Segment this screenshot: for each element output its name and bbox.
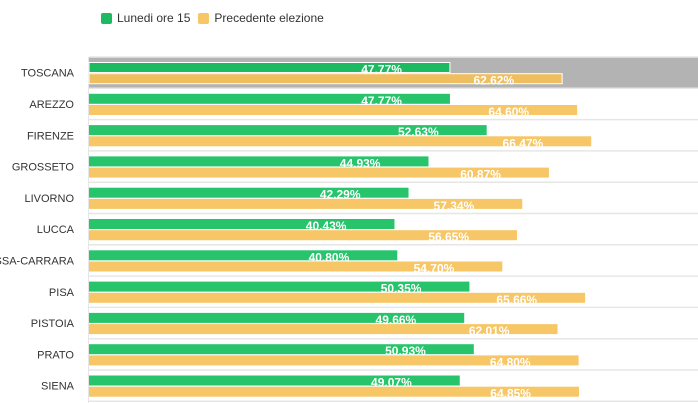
bar-previous[interactable] bbox=[89, 324, 558, 335]
value-label-current: 42.29% bbox=[320, 188, 361, 202]
bar-current[interactable] bbox=[89, 187, 409, 198]
category-label: GROSSETO bbox=[12, 162, 75, 174]
bar-previous[interactable] bbox=[89, 230, 518, 241]
legend-item-current[interactable]: Lunedi ore 15 bbox=[101, 11, 190, 25]
value-label-current: 50.35% bbox=[381, 282, 422, 296]
bar-previous[interactable] bbox=[89, 261, 503, 272]
value-label-current: 49.07% bbox=[371, 376, 412, 390]
category-label: PISA bbox=[49, 287, 75, 299]
value-label-previous: 64.80% bbox=[490, 355, 531, 369]
value-label-current: 40.80% bbox=[309, 250, 350, 264]
value-label-current: 40.43% bbox=[306, 219, 347, 233]
legend-swatch-current bbox=[101, 12, 112, 24]
value-label-previous: 54.70% bbox=[414, 262, 455, 276]
bar-previous[interactable] bbox=[89, 355, 579, 366]
category-label: SIENA bbox=[41, 381, 75, 393]
legend-item-previous[interactable]: Precedente elezione bbox=[198, 11, 324, 25]
category-label: PISTOIA bbox=[31, 318, 75, 330]
legend-label-previous: Precedente elezione bbox=[214, 11, 324, 25]
value-label-current: 44.93% bbox=[340, 156, 381, 170]
value-label-previous: 60.87% bbox=[460, 168, 501, 182]
value-label-previous: 62.62% bbox=[473, 74, 514, 88]
value-label-current: 47.77% bbox=[361, 94, 402, 108]
value-label-current: 49.66% bbox=[376, 313, 417, 327]
category-label: AREZZO bbox=[29, 99, 74, 111]
bar-current[interactable] bbox=[88, 62, 451, 73]
value-label-previous: 56.65% bbox=[428, 230, 469, 244]
bar-previous[interactable] bbox=[89, 167, 549, 178]
legend-swatch-previous bbox=[198, 12, 210, 24]
category-label: FIRENZE bbox=[27, 130, 74, 142]
value-label-previous: 62.01% bbox=[469, 324, 510, 338]
value-label-previous: 65.66% bbox=[496, 293, 537, 307]
bar-previous[interactable] bbox=[89, 198, 523, 209]
chart-legend: Lunedi ore 15 Precedente elezione bbox=[101, 11, 332, 25]
category-label: PRATO bbox=[37, 349, 74, 361]
bar-current[interactable] bbox=[89, 281, 470, 292]
legend-label-current: Lunedi ore 15 bbox=[117, 11, 191, 25]
bar-previous[interactable] bbox=[89, 386, 579, 397]
category-label: LUCCA bbox=[37, 224, 75, 236]
category-label: MASSA-CARRARA bbox=[0, 255, 75, 267]
bar-current[interactable] bbox=[89, 344, 474, 355]
bar-current[interactable] bbox=[89, 93, 450, 104]
value-label-previous: 66.47% bbox=[503, 136, 544, 150]
bar-current[interactable] bbox=[89, 156, 429, 167]
bar-current[interactable] bbox=[89, 125, 487, 136]
bar-previous[interactable] bbox=[89, 136, 592, 147]
bar-previous[interactable] bbox=[89, 292, 586, 303]
category-label: TOSCANA bbox=[21, 68, 75, 80]
bar-current[interactable] bbox=[89, 375, 460, 386]
value-label-current: 47.77% bbox=[361, 63, 402, 77]
value-label-previous: 57.34% bbox=[434, 199, 475, 213]
bar-current[interactable] bbox=[89, 312, 465, 323]
bar-current[interactable] bbox=[89, 219, 395, 229]
bar-previous[interactable] bbox=[89, 105, 578, 115]
category-label: LIVORNO bbox=[24, 193, 74, 205]
bar-previous[interactable] bbox=[88, 73, 563, 85]
value-label-previous: 64.85% bbox=[490, 387, 531, 401]
value-label-current: 50.93% bbox=[385, 344, 426, 358]
bar-current[interactable] bbox=[89, 250, 398, 261]
value-label-current: 52.63% bbox=[398, 125, 439, 139]
value-label-previous: 64.60% bbox=[488, 105, 529, 119]
